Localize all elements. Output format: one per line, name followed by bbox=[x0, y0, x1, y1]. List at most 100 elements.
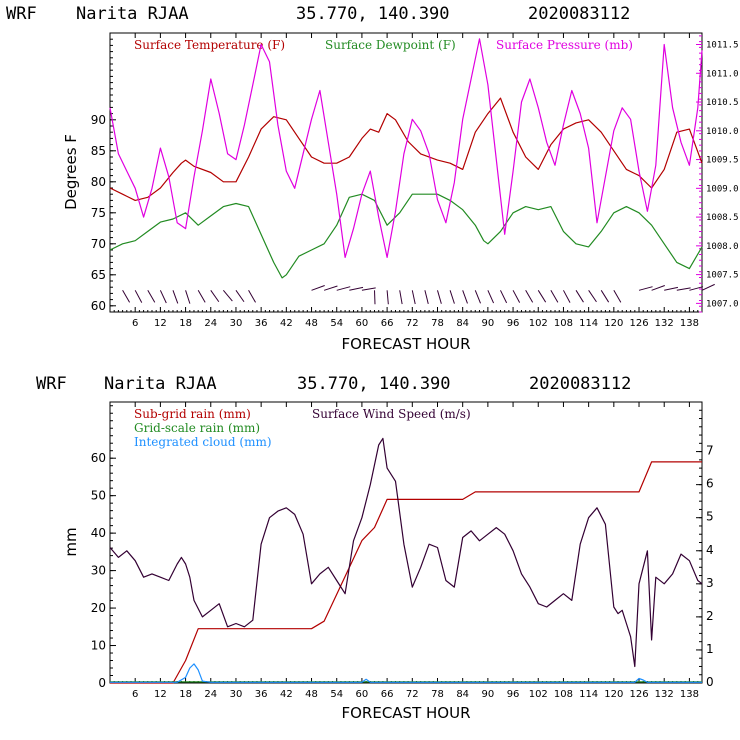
wind-barb bbox=[147, 290, 156, 303]
panel1-coords: 35.770, 140.390 bbox=[296, 4, 450, 24]
wind-barb bbox=[323, 285, 338, 291]
x-tick-label: 96 bbox=[507, 689, 520, 700]
x-tick-label: 114 bbox=[579, 689, 598, 700]
x-tick-label: 90 bbox=[482, 689, 495, 700]
legend-subgrid: Sub-grid rain (mm) bbox=[134, 407, 251, 421]
wind-barb bbox=[600, 290, 610, 303]
wind-barb bbox=[701, 283, 715, 291]
panel2-ylabel: mm bbox=[62, 527, 80, 556]
wind-barb bbox=[575, 290, 584, 303]
wind-barb bbox=[638, 286, 653, 291]
wind-barb bbox=[525, 290, 534, 303]
legend-dewpoint: Surface Dewpoint (F) bbox=[325, 38, 456, 52]
y2-tick-label: 1011.0 bbox=[706, 69, 739, 79]
x-tick-label: 60 bbox=[356, 318, 369, 329]
y-tick-label: 70 bbox=[91, 237, 106, 251]
y2-tick-label: 4 bbox=[706, 543, 714, 557]
y-tick-label: 60 bbox=[91, 299, 106, 313]
x-tick-label: 12 bbox=[154, 318, 167, 329]
wind-barb bbox=[437, 290, 442, 304]
y-tick-label: 80 bbox=[91, 175, 106, 189]
wind-barb bbox=[651, 285, 665, 291]
wind-barb bbox=[210, 290, 220, 303]
wind-barb bbox=[449, 290, 455, 304]
x-tick-label: 108 bbox=[554, 689, 573, 700]
y-tick-label: 0 bbox=[98, 676, 106, 690]
panel2-model: WRF bbox=[36, 374, 67, 394]
wind-barb bbox=[512, 290, 521, 303]
series-line-3 bbox=[110, 663, 702, 683]
x-tick-label: 72 bbox=[406, 318, 419, 329]
wind-barb bbox=[222, 289, 233, 302]
panel2-coords: 35.770, 140.390 bbox=[297, 374, 451, 394]
y2-tick-label: 3 bbox=[706, 576, 714, 590]
panel1-header: WRF Narita RJAA 35.770, 140.390 20200831… bbox=[6, 4, 630, 24]
x-tick-label: 42 bbox=[280, 318, 293, 329]
x-tick-label: 48 bbox=[305, 318, 318, 329]
panel2-run: 2020083112 bbox=[529, 374, 631, 394]
legend-temperature: Surface Temperature (F) bbox=[134, 38, 285, 52]
panel2-station: Narita RJAA bbox=[104, 374, 217, 394]
y2-tick-label: 7 bbox=[706, 444, 714, 458]
y-tick-label: 85 bbox=[91, 144, 106, 158]
wind-barb bbox=[235, 290, 245, 303]
wind-barb bbox=[588, 290, 597, 303]
x-tick-label: 6 bbox=[132, 689, 138, 700]
wind-barb bbox=[474, 290, 481, 304]
x-tick-label: 12 bbox=[154, 689, 167, 700]
legend-pressure: Surface Pressure (mb) bbox=[496, 38, 633, 52]
x-tick-label: 126 bbox=[629, 318, 648, 329]
series-line-2 bbox=[109, 193, 703, 279]
wind-barb bbox=[386, 290, 389, 305]
y-tick-label: 75 bbox=[91, 206, 106, 220]
panel2-xlabel: FORECAST HOUR bbox=[341, 704, 470, 722]
panel1-frame bbox=[109, 32, 703, 313]
y2-tick-label: 1 bbox=[706, 642, 714, 656]
x-tick-label: 54 bbox=[330, 318, 343, 329]
wind-barb bbox=[311, 285, 325, 291]
wind-barb bbox=[411, 290, 416, 305]
x-tick-label: 132 bbox=[655, 318, 674, 329]
y2-tick-label: 1009.5 bbox=[706, 156, 739, 166]
x-tick-label: 24 bbox=[204, 318, 217, 329]
x-tick-label: 54 bbox=[330, 689, 343, 700]
panel1-run: 2020083112 bbox=[528, 4, 630, 24]
x-tick-label: 18 bbox=[179, 689, 192, 700]
y2-tick-label: 1007.0 bbox=[706, 299, 739, 309]
y2-tick-label: 1011.5 bbox=[706, 41, 739, 51]
wind-barb bbox=[550, 290, 559, 303]
series-line-1 bbox=[109, 97, 703, 201]
x-tick-label: 36 bbox=[255, 689, 268, 700]
x-tick-label: 48 bbox=[305, 689, 318, 700]
y2-tick-label: 5 bbox=[706, 510, 714, 524]
x-tick-label: 126 bbox=[629, 689, 648, 700]
y2-tick-label: 1010.5 bbox=[706, 98, 739, 108]
x-tick-label: 24 bbox=[204, 689, 217, 700]
panel2-header: WRF Narita RJAA 35.770, 140.390 20200831… bbox=[36, 374, 631, 394]
panel1-ylabel: Degrees F bbox=[62, 134, 80, 210]
x-tick-label: 90 bbox=[482, 318, 495, 329]
x-tick-label: 132 bbox=[655, 689, 674, 700]
y-tick-label: 40 bbox=[91, 526, 106, 540]
x-tick-label: 36 bbox=[255, 318, 268, 329]
panel1-xlabel: FORECAST HOUR bbox=[341, 335, 470, 353]
x-tick-label: 30 bbox=[230, 689, 243, 700]
y2-tick-label: 1010.0 bbox=[706, 127, 739, 137]
panel1-legend: Surface Temperature (F) Surface Dewpoint… bbox=[134, 38, 633, 52]
panel1-model: WRF bbox=[6, 4, 37, 24]
y2-tick-label: 1008.5 bbox=[706, 213, 739, 223]
x-tick-label: 84 bbox=[456, 318, 469, 329]
legend-gridscale: Grid-scale rain (mm) bbox=[134, 421, 260, 435]
wind-barb bbox=[613, 290, 622, 303]
panel2-plot: 6 12 18 24 30 36 42 48 54 60 66 72 78 84 90 96 102 108 114… bbox=[91, 401, 714, 700]
wind-barb bbox=[462, 290, 468, 304]
wind-barb bbox=[197, 290, 206, 303]
y2-tick-label: 1008.0 bbox=[706, 242, 739, 252]
wind-barb bbox=[248, 290, 256, 303]
panel2-legend: Sub-grid rain (mm) Grid-scale rain (mm) … bbox=[134, 407, 471, 449]
y-tick-label: 90 bbox=[91, 113, 106, 127]
y2-tick-label: 2 bbox=[706, 609, 714, 623]
y-tick-label: 60 bbox=[91, 451, 106, 465]
wind-barb bbox=[500, 290, 508, 304]
